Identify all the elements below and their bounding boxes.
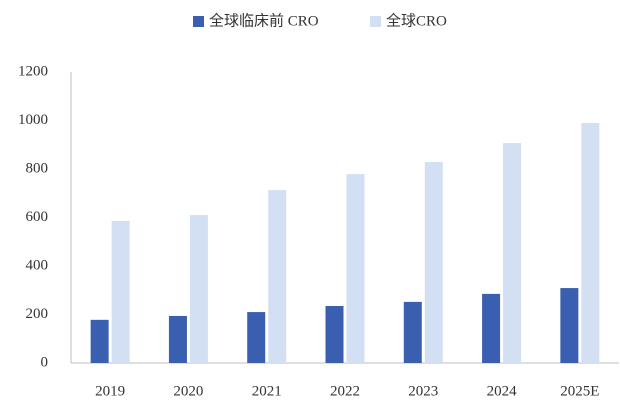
y-tick-label: 400: [26, 257, 49, 273]
bar: [268, 190, 287, 363]
bar: [247, 312, 266, 363]
bar: [560, 288, 579, 363]
y-tick-label: 1000: [18, 112, 48, 128]
x-tick-label: 2021: [252, 383, 282, 399]
bar: [325, 306, 344, 363]
x-tick-label: 2022: [330, 383, 360, 399]
bar: [581, 122, 600, 363]
x-tick-label: 2019: [95, 383, 125, 399]
bar: [346, 174, 365, 363]
y-tick-label: 1200: [18, 63, 48, 79]
y-tick-label: 800: [26, 160, 49, 176]
bar: [403, 301, 422, 363]
x-tick-label: 2020: [173, 383, 203, 399]
y-tick-label: 0: [41, 354, 49, 370]
legend-label: 全球临床前 CRO: [209, 11, 319, 29]
bar: [189, 215, 208, 363]
y-tick-label: 600: [26, 209, 49, 225]
legend-swatch: [193, 16, 204, 27]
legend-swatch: [370, 16, 381, 27]
bar: [168, 315, 187, 363]
x-tick-label: 2024: [487, 383, 518, 399]
bar: [90, 319, 109, 363]
x-tick-label: 2025E: [560, 383, 599, 399]
x-tick-label: 2023: [408, 383, 438, 399]
bar: [111, 220, 130, 363]
bar: [424, 161, 443, 363]
legend-label: 全球CRO: [386, 11, 447, 29]
bar: [503, 143, 522, 363]
bar: [482, 293, 501, 363]
y-tick-label: 200: [26, 306, 49, 322]
